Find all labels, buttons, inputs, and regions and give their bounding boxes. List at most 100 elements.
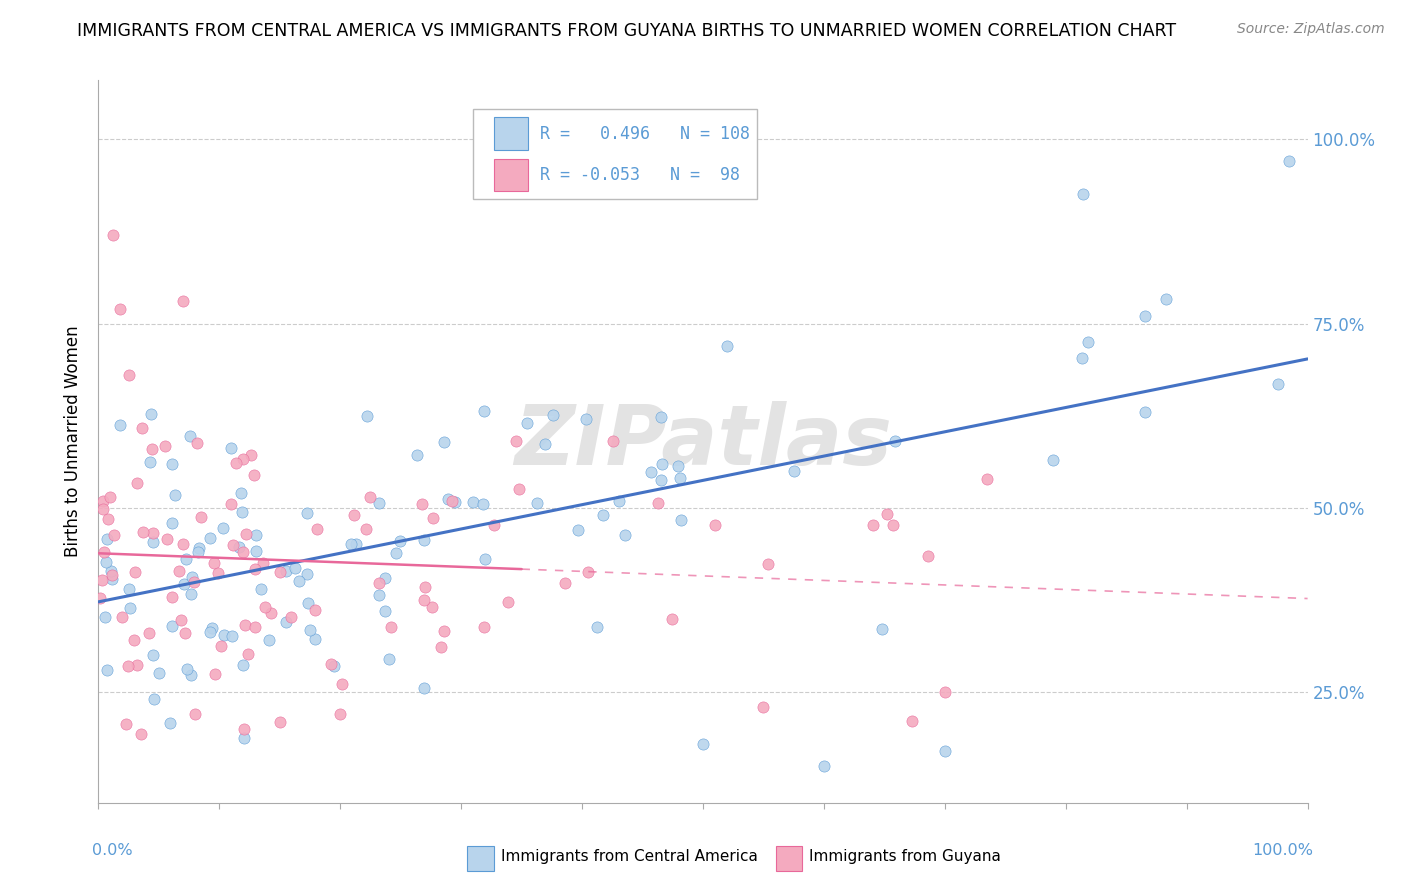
Point (650, 410, 672, 425)
Point (505, 434, 527, 448)
Point (1077, 335, 1099, 350)
Point (252, 556, 274, 570)
Point (592, 508, 614, 522)
Point (179, 428, 201, 442)
Point (412, 681, 434, 696)
Point (97, 511, 120, 525)
Point (554, 576, 576, 591)
Point (142, 648, 165, 662)
Point (201, 621, 224, 635)
Point (122, 633, 145, 648)
Point (148, 665, 170, 680)
Text: Source: ZipAtlas.com: Source: ZipAtlas.com (1237, 22, 1385, 37)
Point (436, 491, 458, 506)
Point (692, 737, 714, 751)
Point (339, 537, 361, 551)
Point (204, 666, 226, 681)
Point (142, 535, 165, 549)
Point (141, 442, 163, 456)
Point (413, 533, 436, 548)
Point (1133, 310, 1156, 324)
Point (172, 537, 194, 551)
Point (472, 404, 495, 418)
Point (651, 458, 673, 472)
FancyBboxPatch shape (776, 847, 803, 871)
Point (307, 522, 329, 536)
Point (567, 523, 589, 537)
Point (433, 435, 456, 450)
Point (295, 566, 318, 581)
Point (173, 576, 195, 591)
Point (90, 573, 112, 587)
Point (541, 408, 564, 422)
Point (139, 455, 162, 469)
Point (640, 466, 662, 480)
Point (716, 339, 738, 353)
Point (212, 628, 235, 642)
Point (526, 496, 548, 510)
Point (96, 532, 118, 546)
FancyBboxPatch shape (494, 159, 527, 192)
Point (225, 457, 247, 471)
Point (703, 517, 725, 532)
Point (406, 448, 429, 462)
Point (876, 507, 898, 521)
Point (103, 528, 125, 542)
Point (443, 495, 465, 509)
Point (813, 759, 835, 773)
Text: 0.0%: 0.0% (93, 843, 134, 857)
Point (159, 716, 181, 731)
Point (172, 294, 194, 309)
Point (190, 510, 212, 524)
Point (297, 506, 319, 520)
Point (93, 610, 115, 624)
Point (976, 472, 998, 486)
Point (374, 571, 396, 585)
Point (131, 421, 153, 435)
Point (235, 527, 257, 541)
Point (142, 691, 165, 706)
Point (117, 659, 139, 673)
Point (162, 516, 184, 530)
Point (274, 615, 297, 629)
Point (472, 620, 495, 634)
Point (187, 545, 209, 559)
Point (160, 457, 183, 471)
Point (482, 517, 505, 532)
Point (160, 590, 183, 604)
Point (496, 594, 519, 608)
Point (607, 494, 630, 508)
Point (322, 658, 344, 673)
Point (385, 546, 408, 560)
Point (180, 587, 202, 601)
Point (901, 714, 924, 728)
Point (576, 565, 599, 579)
Point (471, 497, 494, 511)
Point (374, 604, 396, 618)
Point (422, 510, 444, 524)
Point (96, 663, 118, 677)
Point (110, 610, 132, 624)
FancyBboxPatch shape (494, 118, 527, 150)
Point (508, 482, 530, 496)
Point (184, 707, 207, 722)
Point (474, 551, 496, 566)
Point (870, 622, 893, 636)
Point (198, 625, 221, 640)
Point (173, 626, 195, 640)
Point (413, 580, 436, 594)
Point (93, 545, 115, 559)
Text: ZIPatlas: ZIPatlas (515, 401, 891, 482)
Point (669, 471, 692, 485)
Point (516, 417, 538, 431)
Point (156, 533, 179, 547)
Text: R =   0.496   N = 108: R = 0.496 N = 108 (540, 125, 749, 143)
Point (380, 620, 402, 634)
Point (253, 600, 276, 615)
Point (180, 667, 202, 681)
Point (354, 522, 377, 536)
Point (288, 574, 311, 588)
Point (756, 557, 779, 571)
Point (120, 601, 142, 615)
Point (343, 508, 366, 522)
